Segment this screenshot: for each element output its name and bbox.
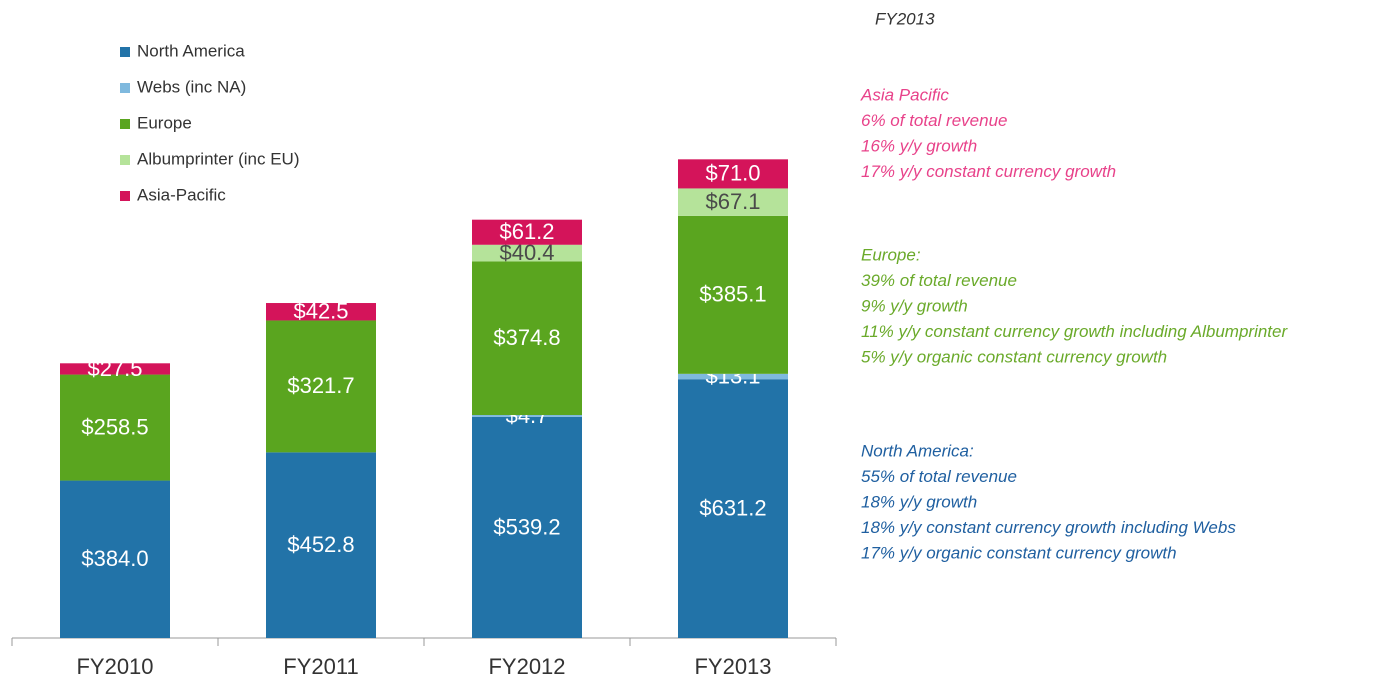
bar-segment: [678, 215, 788, 374]
value-label: $71.0: [705, 161, 760, 186]
value-label: $67.1: [705, 189, 760, 214]
value-label: $384.0: [81, 546, 148, 571]
x-tick-label: FY2010: [76, 654, 153, 679]
bar-segment: [678, 379, 788, 638]
annotation-heading: FY2013: [875, 9, 935, 28]
annotation-line: 18% y/y growth: [861, 492, 977, 511]
annotation-line: 17% y/y constant currency growth: [861, 162, 1116, 181]
value-label: $374.8: [493, 325, 560, 350]
legend-swatch: [120, 191, 130, 201]
annotation-line: 5% y/y organic constant currency growth: [861, 347, 1167, 366]
annotation-line: 17% y/y organic constant currency growth: [861, 543, 1177, 562]
annotation-line: 6% of total revenue: [861, 111, 1007, 130]
legend-label: Albumprinter (inc EU): [137, 149, 300, 168]
value-label: $385.1: [699, 282, 766, 307]
value-label: $452.8: [287, 532, 354, 557]
bar-segment: [472, 416, 582, 638]
annotation-line: 9% y/y growth: [861, 296, 968, 315]
annotation-line: Asia Pacific: [860, 85, 949, 104]
legend-label: Europe: [137, 113, 192, 132]
bar-segment: [472, 261, 582, 416]
bar-segment: [472, 415, 582, 417]
x-tick-label: FY2012: [488, 654, 565, 679]
annotation-line: 55% of total revenue: [861, 467, 1017, 486]
bar-segment: [60, 374, 170, 481]
value-label: $631.2: [699, 495, 766, 520]
legend-swatch: [120, 119, 130, 129]
bar-segment: [472, 244, 582, 262]
value-label: $61.2: [499, 219, 554, 244]
annotation-line: 18% y/y constant currency growth includi…: [861, 518, 1236, 537]
value-label: $539.2: [493, 514, 560, 539]
annotation-line: 39% of total revenue: [861, 271, 1017, 290]
value-label: $258.5: [81, 414, 148, 439]
legend-swatch: [120, 47, 130, 57]
bar-segment: [60, 363, 170, 375]
x-tick-label: FY2013: [694, 654, 771, 679]
legend-label: North America: [137, 41, 245, 60]
annotation-line: 16% y/y growth: [861, 136, 977, 155]
legend-swatch: [120, 155, 130, 165]
bar-segment: [678, 159, 788, 189]
bar-segment: [472, 219, 582, 245]
bar-segment: [678, 373, 788, 380]
annotation-line: North America:: [861, 441, 974, 460]
bar-segment: [266, 320, 376, 453]
value-label: $321.7: [287, 373, 354, 398]
value-label: $42.5: [293, 299, 348, 324]
legend-label: Asia-Pacific: [137, 185, 226, 204]
value-label: $27.5: [87, 356, 142, 381]
bar-segment: [266, 452, 376, 638]
annotation-line: Europe:: [861, 245, 921, 264]
annotation-line: 11% y/y constant currency growth includi…: [861, 322, 1288, 341]
legend-swatch: [120, 83, 130, 93]
x-tick-label: FY2011: [283, 654, 358, 679]
bar-segment: [266, 303, 376, 321]
bar-segment: [678, 188, 788, 216]
legend-label: Webs (inc NA): [137, 77, 246, 96]
bar-segment: [60, 480, 170, 638]
